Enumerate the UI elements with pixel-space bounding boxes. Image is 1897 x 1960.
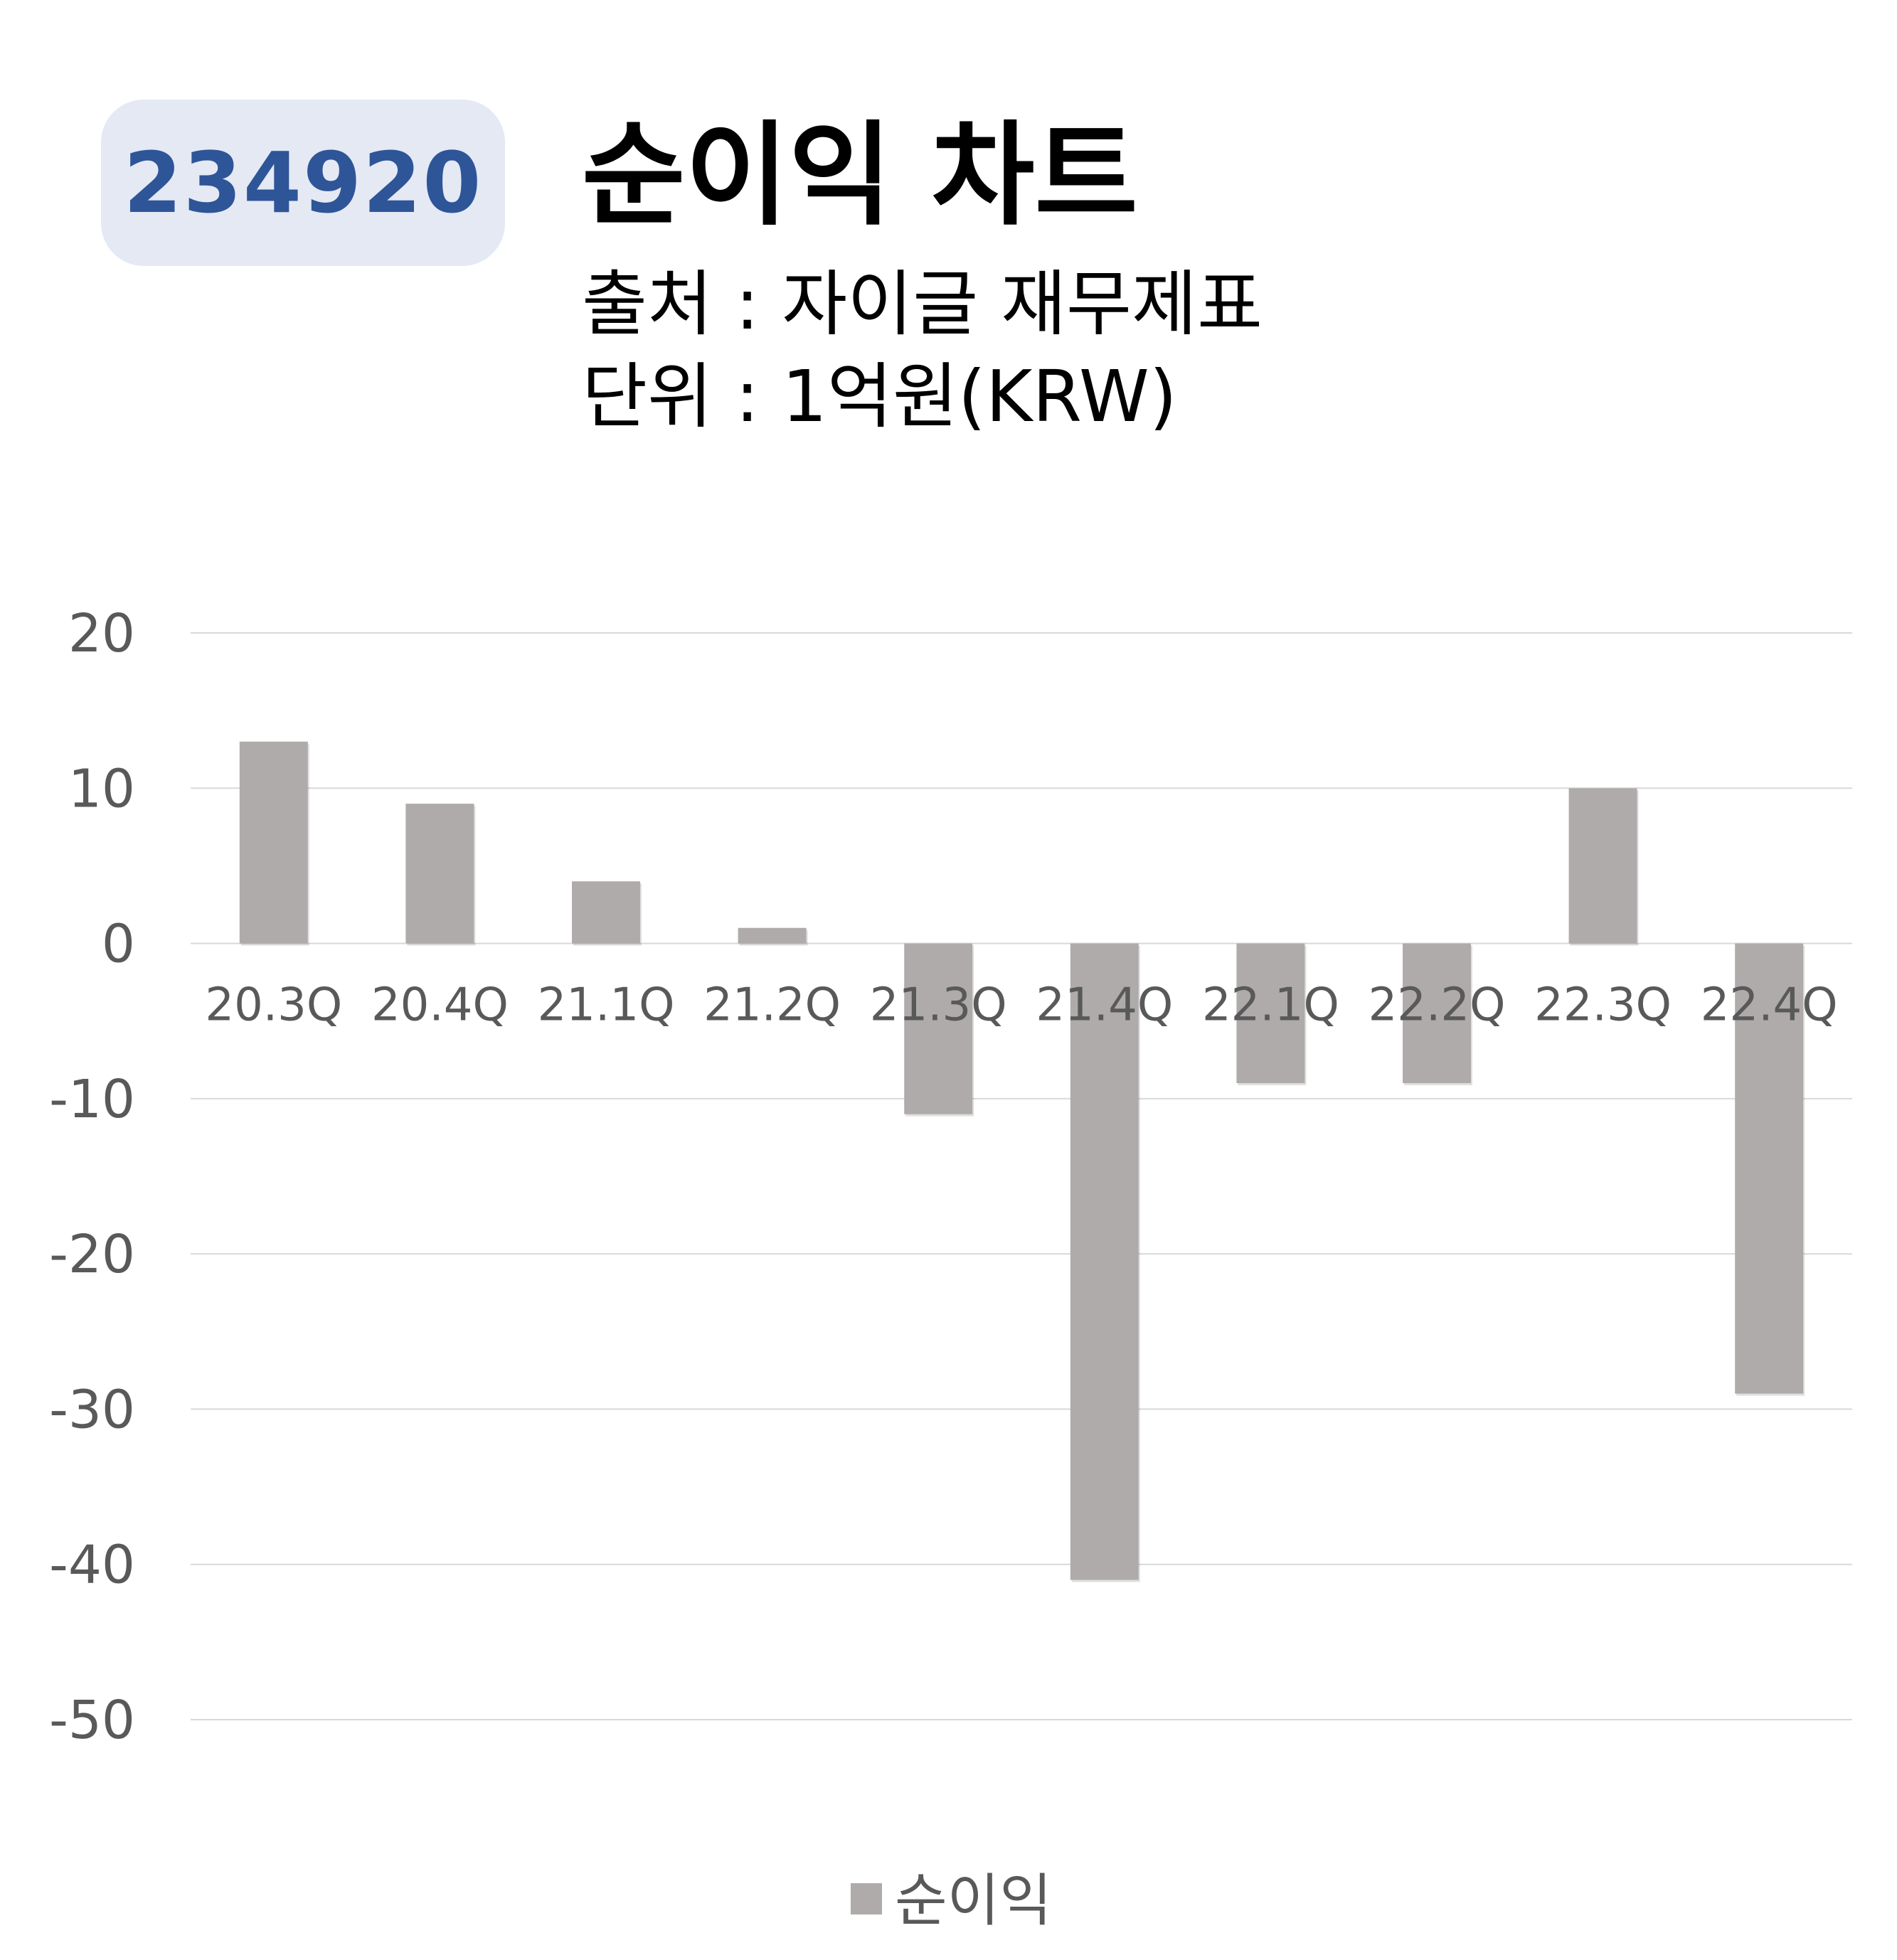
y-axis-ticks: 20 10 0 -10 -20 -30 -40 -50 — [49, 603, 135, 1751]
x-tick-label: 22.4Q — [1701, 979, 1838, 1032]
x-tick-label: 22.3Q — [1534, 979, 1672, 1032]
y-tick-label: -20 — [49, 1224, 135, 1285]
y-tick-label: -40 — [49, 1535, 135, 1596]
ticker-badge: 234920 — [101, 100, 505, 266]
bars — [239, 741, 1805, 1582]
x-tick-label: 21.2Q — [703, 979, 841, 1032]
x-tick-label: 20.4Q — [371, 979, 509, 1032]
x-axis-ticks: 20.3Q 20.4Q 21.1Q 21.2Q 21.3Q 21.4Q 22.1Q 22.2Q… — [205, 979, 1837, 1032]
x-tick-label: 21.1Q — [538, 979, 675, 1032]
x-tick-label: 21.4Q — [1036, 979, 1173, 1032]
legend-swatch — [851, 1883, 882, 1914]
chart-title: 순이익 차트 — [582, 110, 1138, 241]
gridlines — [191, 632, 1852, 1720]
x-tick-label: 22.2Q — [1369, 979, 1506, 1032]
y-tick-label: -10 — [49, 1069, 135, 1130]
y-tick-label: 20 — [68, 603, 135, 664]
bar-22.2Q — [1403, 943, 1471, 1084]
bar-20.4Q — [405, 804, 474, 944]
bar-21.2Q — [738, 927, 807, 944]
unit-line: 단위 : 1억원(KRW) — [582, 355, 1177, 438]
bar-21.3Q — [904, 943, 973, 1114]
y-tick-label: 10 — [68, 758, 135, 819]
legend: 순이익 — [851, 1855, 1052, 1937]
bar-20.3Q — [239, 741, 308, 944]
y-tick-label: -50 — [49, 1690, 135, 1751]
y-tick-label: -30 — [49, 1379, 135, 1440]
bar-22.4Q — [1735, 943, 1804, 1394]
bar-22.1Q — [1236, 943, 1305, 1084]
x-tick-label: 20.3Q — [205, 979, 342, 1032]
y-tick-label: 0 — [102, 914, 135, 975]
x-tick-label: 22.1Q — [1202, 979, 1339, 1032]
ticker-code: 234920 — [123, 134, 483, 232]
x-tick-label: 21.3Q — [870, 979, 1007, 1032]
legend-label: 순이익 — [895, 1868, 1052, 1934]
bar-21.4Q — [1070, 943, 1139, 1580]
bar-21.1Q — [572, 881, 640, 944]
source-line: 출처 : 자이글 재무제표 — [582, 262, 1263, 346]
bar-22.3Q — [1568, 788, 1637, 944]
